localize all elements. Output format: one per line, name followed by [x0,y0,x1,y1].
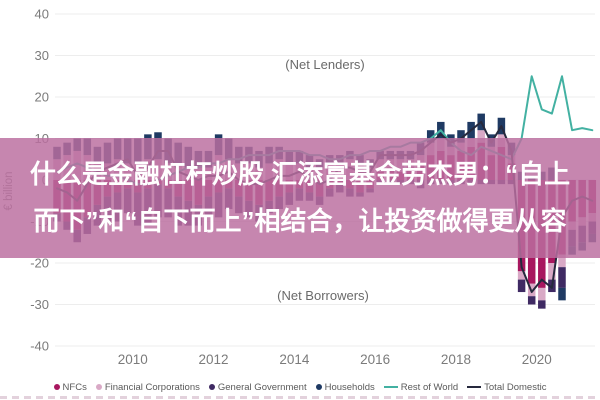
y-tick-label: 30 [35,48,49,63]
legend-item-general-government: General Government [208,381,307,393]
bar-segment [517,271,526,280]
bar-segment [538,287,546,301]
legend-label: General Government [217,381,307,393]
y-tick-label: -40 [30,339,49,354]
bar-segment [517,279,526,293]
headline-overlay-banner: 什么是金融杠杆炒股 汇添富基金劳杰男：“自上 而下”和“自下而上”相结合，让投资… [0,138,600,258]
bar-segment [548,263,556,280]
legend-label: Rest of World [400,381,459,393]
bar-segment [457,130,465,143]
bar-segment [477,130,485,143]
y-tick-label: -20 [30,256,49,271]
y-tick-label: 40 [35,7,49,22]
x-tick-label: 2020 [522,352,552,367]
bar-segment [558,267,566,288]
x-tick-label: 2014 [279,352,310,367]
legend-label: Financial Corporations [104,381,200,393]
bar-segment [426,130,435,143]
bar-segment [538,300,546,309]
legend-item-households: Households [315,381,375,393]
legend-dot-icon [315,384,322,390]
bottom-dashed-strip [0,396,600,399]
legend-item-rest-of-world: Rest of World [383,381,459,393]
x-tick-label: 2018 [441,352,471,367]
legend-label: Total Domestic [484,381,547,393]
legend-item-financial-corporations: Financial Corporations [95,381,200,393]
legend-label: NFCs [62,381,87,393]
chart-annotation: (Net Borrowers) [277,288,369,303]
legend-line-icon [467,385,482,389]
headline-line-2: 而下”和“自下而上”相结合，让投资做得更从容 [33,206,567,236]
chart-annotation: (Net Lenders) [285,57,364,72]
x-tick-label: 2012 [199,352,229,367]
y-tick-label: 20 [35,90,49,105]
chart-legend: NFCs Financial Corporations General Govern… [0,379,600,395]
y-tick-label: -30 [30,297,49,312]
x-tick-label: 2010 [118,352,148,367]
bar-segment [527,296,536,305]
legend-dot-icon [208,384,215,390]
legend-item-total-domestic: Total Domestic [467,382,546,393]
legend-label: Households [324,381,375,393]
legend-dot-icon [53,384,60,390]
x-tick-label: 2016 [360,352,390,367]
bar-segment [558,254,566,268]
legend-line-icon [383,385,398,389]
legend-item-nfcs: NFCs [53,381,87,393]
legend-dot-icon [95,384,102,390]
bar-segment [558,287,566,301]
headline-line-1: 什么是金融杠杆炒股 汇添富基金劳杰男：“自上 [29,159,571,189]
